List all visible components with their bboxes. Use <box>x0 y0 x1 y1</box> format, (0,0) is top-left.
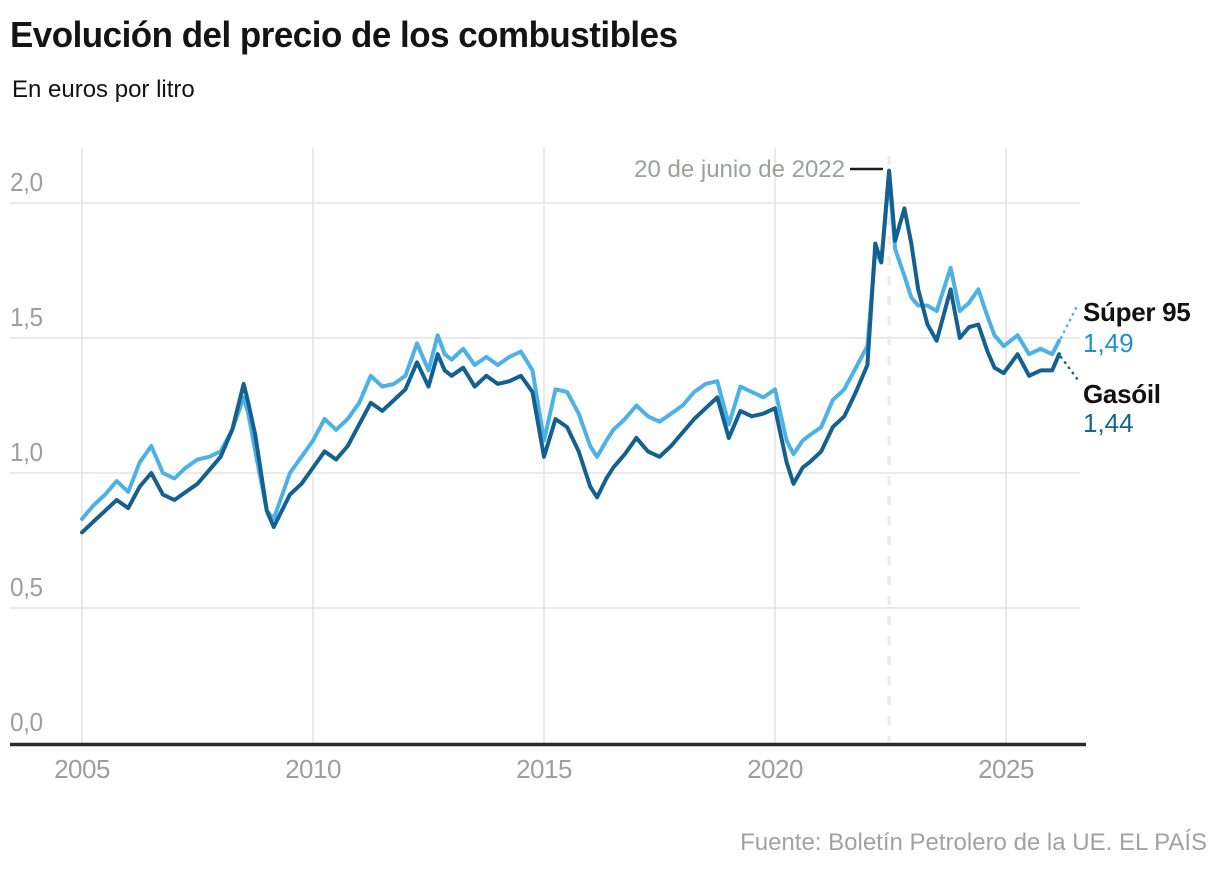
fuel-price-line-super95 <box>80 174 1062 521</box>
y-tick-label: 0,5 <box>10 572 43 602</box>
y-tick-label: 1,5 <box>10 302 43 332</box>
fuel-price-line-gasoil <box>80 168 1062 535</box>
chart-subtitle: En euros por litro <box>12 76 195 103</box>
leader-dotted-gasoil <box>1059 355 1080 382</box>
leader-dotted-super95 <box>1059 302 1080 339</box>
series-label-gasoil: Gasóil <box>1083 379 1161 409</box>
y-tick-label: 2,0 <box>10 167 43 197</box>
series-label-super95: Súper 95 <box>1083 297 1191 327</box>
source-credit: Fuente: Boletín Petrolero de la UE. EL P… <box>740 829 1207 856</box>
peak-annotation-label: 20 de junio de 2022 <box>634 156 845 183</box>
chart-title: Evolución del precio de los combustibles <box>10 14 678 55</box>
x-tick-label: 2005 <box>54 754 110 784</box>
x-tick-label: 2010 <box>285 754 341 784</box>
x-tick-label: 2025 <box>978 754 1034 784</box>
series-value-gasoil: 1,44 <box>1083 408 1134 438</box>
x-tick-label: 2020 <box>747 754 803 784</box>
y-tick-label: 0,0 <box>10 707 43 737</box>
series-value-super95: 1,49 <box>1083 328 1134 358</box>
x-tick-label: 2015 <box>516 754 572 784</box>
y-tick-label: 1,0 <box>10 437 43 467</box>
